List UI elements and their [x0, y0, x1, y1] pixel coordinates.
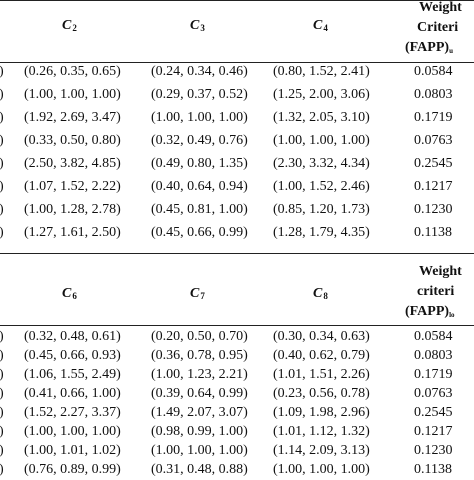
- fuzzy-value-cell: (1.06, 1.55, 2.49): [24, 367, 121, 382]
- weight-cell: 0.0584: [414, 64, 453, 79]
- weight-header-line2: criteri: [417, 284, 455, 299]
- fuzzy-value-cell: (1.28, 1.79, 4.35): [273, 225, 370, 240]
- fuzzy-value-cell: (0.24, 0.34, 0.46): [151, 64, 248, 79]
- weight-cell: 0.2545: [414, 405, 453, 420]
- weight-cell: 0.0803: [414, 87, 453, 102]
- weight-cell: 0.1719: [414, 110, 453, 125]
- fuzzy-value-cell: (1.92, 2.69, 3.47): [24, 110, 121, 125]
- fuzzy-value-cell: (1.00, 1.52, 2.46): [273, 179, 370, 194]
- weight-header-line3: (FAPP)lo: [405, 304, 455, 319]
- weight-header-line3: (FAPP)u: [405, 40, 453, 55]
- fuzzy-value-cell: (1.27, 1.61, 2.50): [24, 225, 121, 240]
- row-label-edge: ): [0, 177, 4, 197]
- row-label-edge: ): [0, 441, 4, 461]
- row-label-edge: ): [0, 460, 4, 480]
- fuzzy-value-cell: (0.32, 0.48, 0.61): [24, 329, 121, 344]
- fuzzy-value-cell: (1.01, 1.12, 1.32): [273, 424, 370, 439]
- fuzzy-value-cell: (0.41, 0.66, 1.00): [24, 386, 121, 401]
- weight-cell: 0.1138: [414, 462, 452, 477]
- row-label-edge: ): [0, 223, 4, 243]
- column-header-c2: C2: [62, 18, 77, 33]
- weight-cell: 0.1719: [414, 367, 453, 382]
- fuzzy-value-cell: (1.00, 1.00, 1.00): [273, 462, 370, 477]
- column-header-c3: C3: [190, 18, 205, 33]
- fuzzy-value-cell: (1.32, 2.05, 3.10): [273, 110, 370, 125]
- fuzzy-value-cell: (1.00, 1.01, 1.02): [24, 443, 121, 458]
- fuzzy-value-cell: (1.00, 1.00, 1.00): [273, 133, 370, 148]
- row-label-edge: ): [0, 327, 4, 347]
- row-label-edge: ): [0, 154, 4, 174]
- fuzzy-value-cell: (0.98, 0.99, 1.00): [151, 424, 248, 439]
- row-label-edge: ): [0, 384, 4, 404]
- weight-cell: 0.1230: [414, 443, 453, 458]
- weight-cell: 0.1230: [414, 202, 453, 217]
- fuzzy-value-cell: (0.29, 0.37, 0.52): [151, 87, 248, 102]
- fuzzy-value-cell: (1.49, 2.07, 3.07): [151, 405, 248, 420]
- weight-cell: 0.2545: [414, 156, 453, 171]
- row-label-edge: ): [0, 365, 4, 385]
- weight-cell: 0.1217: [414, 179, 453, 194]
- weight-cell: 0.1138: [414, 225, 452, 240]
- fuzzy-value-cell: (1.00, 1.00, 1.00): [151, 443, 248, 458]
- row-label-edge: ): [0, 108, 4, 128]
- fuzzy-value-cell: (1.07, 1.52, 2.22): [24, 179, 121, 194]
- weight-header-top: Weight Criteri (FAPP)u: [405, 0, 474, 61]
- fuzzy-value-cell: (2.30, 3.32, 4.34): [273, 156, 370, 171]
- fuzzy-value-cell: (1.00, 1.00, 1.00): [24, 87, 121, 102]
- fuzzy-value-cell: (1.09, 1.98, 2.96): [273, 405, 370, 420]
- fuzzy-value-cell: (0.20, 0.50, 0.70): [151, 329, 248, 344]
- fuzzy-value-cell: (0.30, 0.34, 0.63): [273, 329, 370, 344]
- weight-header-line2: Criteri: [417, 20, 459, 35]
- row-label-edge: ): [0, 403, 4, 423]
- fuzzy-value-cell: (0.36, 0.78, 0.95): [151, 348, 248, 363]
- weight-cell: 0.0803: [414, 348, 453, 363]
- fuzzy-value-cell: (1.01, 1.51, 2.26): [273, 367, 370, 382]
- fuzzy-value-cell: (0.45, 0.66, 0.99): [151, 225, 248, 240]
- fuzzy-value-cell: (1.14, 2.09, 3.13): [273, 443, 370, 458]
- fuzzy-value-cell: (1.00, 1.28, 2.78): [24, 202, 121, 217]
- weight-cell: 0.1217: [414, 424, 453, 439]
- fuzzy-value-cell: (0.45, 0.66, 0.93): [24, 348, 121, 363]
- column-header-c6: C6: [62, 286, 77, 301]
- fuzzy-value-cell: (1.25, 2.00, 3.06): [273, 87, 370, 102]
- header-rule-top: [0, 62, 474, 63]
- weight-cell: 0.0584: [414, 329, 453, 344]
- weight-header-line1: Weight: [419, 0, 462, 15]
- row-label-edge: ): [0, 85, 4, 105]
- column-header-c4: C4: [313, 18, 328, 33]
- row-label-edge: ): [0, 422, 4, 442]
- row-label-edge: ): [0, 131, 4, 151]
- fuzzy-value-cell: (0.31, 0.48, 0.88): [151, 462, 248, 477]
- table-separator-rule: [0, 253, 474, 254]
- weight-header-line1: Weight: [419, 264, 462, 279]
- header-rule-bottom: [0, 325, 474, 326]
- row-label-edge: ): [0, 346, 4, 366]
- fuzzy-value-cell: (1.00, 1.23, 2.21): [151, 367, 248, 382]
- column-header-c7: C7: [190, 286, 205, 301]
- fuzzy-value-cell: (0.45, 0.81, 1.00): [151, 202, 248, 217]
- fuzzy-value-cell: (2.50, 3.82, 4.85): [24, 156, 121, 171]
- fuzzy-value-cell: (0.23, 0.56, 0.78): [273, 386, 370, 401]
- fuzzy-value-cell: (1.52, 2.27, 3.37): [24, 405, 121, 420]
- top-rule: [0, 0, 474, 1]
- row-label-edge: ): [0, 62, 4, 82]
- fuzzy-value-cell: (0.40, 0.64, 0.94): [151, 179, 248, 194]
- fuzzy-value-cell: (0.40, 0.62, 0.79): [273, 348, 370, 363]
- fuzzy-value-cell: (0.49, 0.80, 1.35): [151, 156, 248, 171]
- fuzzy-value-cell: (0.32, 0.49, 0.76): [151, 133, 248, 148]
- weight-header-bottom: Weight criteri (FAPP)lo: [405, 262, 474, 325]
- fuzzy-value-cell: (1.00, 1.00, 1.00): [151, 110, 248, 125]
- fuzzy-value-cell: (1.00, 1.00, 1.00): [24, 424, 121, 439]
- fuzzy-value-cell: (0.80, 1.52, 2.41): [273, 64, 370, 79]
- row-label-edge: ): [0, 200, 4, 220]
- fuzzy-value-cell: (0.76, 0.89, 0.99): [24, 462, 121, 477]
- weight-cell: 0.0763: [414, 133, 453, 148]
- fuzzy-value-cell: (0.26, 0.35, 0.65): [24, 64, 121, 79]
- fuzzy-value-cell: (0.33, 0.50, 0.80): [24, 133, 121, 148]
- column-header-c8: C8: [313, 286, 328, 301]
- fuzzy-value-cell: (0.85, 1.20, 1.73): [273, 202, 370, 217]
- fuzzy-value-cell: (0.39, 0.64, 0.99): [151, 386, 248, 401]
- weight-cell: 0.0763: [414, 386, 453, 401]
